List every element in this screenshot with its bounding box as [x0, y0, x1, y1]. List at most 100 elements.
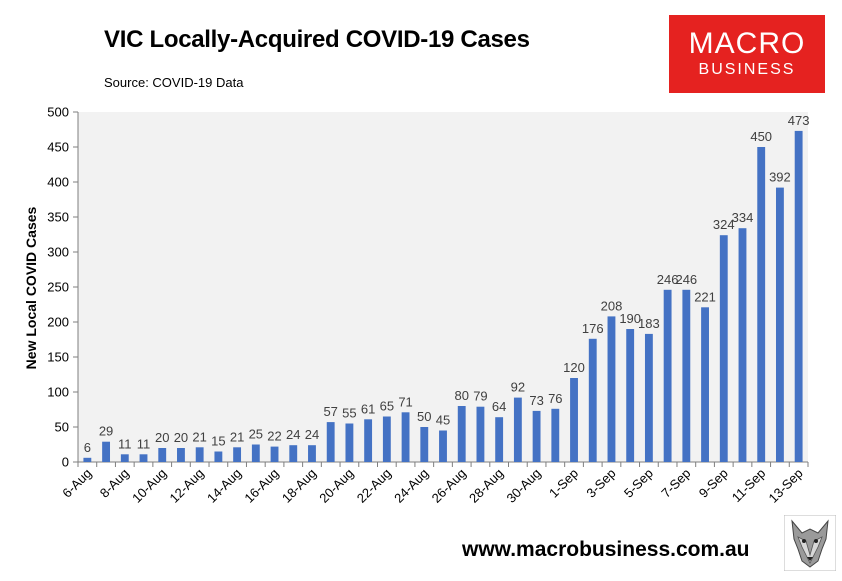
data-label: 73 [529, 393, 543, 408]
data-label: 79 [473, 389, 487, 404]
bar [345, 423, 354, 462]
bar [401, 412, 410, 462]
bar [663, 289, 672, 462]
y-tick-label: 150 [47, 350, 69, 365]
x-tick-label: 24-Aug [391, 466, 431, 506]
bar [364, 419, 373, 462]
x-tick-label: 11-Sep [729, 466, 769, 506]
data-label: 20 [174, 430, 188, 445]
y-tick-label: 350 [47, 210, 69, 225]
x-tick-label: 30-Aug [503, 466, 543, 506]
bar [513, 397, 522, 462]
data-label: 450 [750, 129, 772, 144]
chart-source: Source: COVID-19 Data [104, 75, 244, 90]
bar [607, 316, 616, 462]
logo-line-1: MACRO [688, 27, 806, 60]
data-label: 21 [230, 429, 244, 444]
data-label: 176 [582, 321, 604, 336]
bar [794, 130, 803, 462]
data-label: 50 [417, 409, 431, 424]
data-label: 473 [788, 113, 810, 128]
x-tick-label: 28-Aug [466, 466, 506, 506]
x-tick-label: 20-Aug [316, 466, 356, 506]
bar [738, 228, 747, 462]
y-tick-label: 200 [47, 315, 69, 330]
bar [177, 448, 185, 462]
y-tick-label: 0 [62, 455, 69, 470]
data-label: 120 [563, 360, 585, 375]
data-label: 80 [454, 388, 468, 403]
data-label: 324 [713, 217, 735, 232]
bar [289, 445, 298, 462]
bar [757, 147, 766, 462]
y-tick-label: 400 [47, 175, 69, 190]
bar [139, 454, 148, 462]
data-label: 392 [769, 170, 791, 185]
bar [420, 427, 429, 462]
x-tick-label: 5-Sep [621, 466, 656, 501]
bar [233, 447, 242, 462]
bar [532, 410, 541, 462]
bar [195, 447, 204, 462]
data-label: 45 [436, 413, 450, 428]
y-tick-label: 100 [47, 385, 69, 400]
y-tick-label: 450 [47, 140, 69, 155]
bar [270, 446, 279, 462]
bar [382, 416, 391, 462]
data-label: 190 [619, 311, 641, 326]
bar [570, 378, 578, 462]
chart-title: VIC Locally-Acquired COVID-19 Cases [104, 26, 530, 53]
data-label: 24 [286, 427, 300, 442]
x-tick-label: 12-Aug [167, 466, 207, 506]
data-label: 6 [84, 440, 91, 455]
x-tick-label: 26-Aug [429, 466, 469, 506]
data-label: 11 [118, 436, 132, 451]
data-label: 21 [192, 429, 206, 444]
data-label: 22 [267, 429, 281, 444]
x-tick-label: 10-Aug [129, 466, 169, 506]
data-label: 24 [305, 427, 319, 442]
bar [326, 422, 335, 462]
data-label: 246 [675, 272, 697, 287]
y-tick-label: 300 [47, 245, 69, 260]
bar [457, 406, 466, 462]
bar [495, 417, 504, 462]
x-tick-label: 6-Aug [59, 466, 94, 501]
bar [83, 457, 92, 462]
bar [551, 408, 560, 462]
data-label: 55 [342, 406, 356, 421]
bar [719, 235, 728, 462]
data-label: 64 [492, 399, 506, 414]
bar [682, 289, 691, 462]
data-label: 92 [511, 380, 525, 395]
bar [251, 444, 260, 462]
x-tick-label: 9-Sep [696, 466, 731, 501]
bar [775, 187, 784, 462]
data-label: 71 [398, 394, 412, 409]
website-link[interactable]: www.macrobusiness.com.au [462, 538, 750, 561]
x-tick-label: 18-Aug [279, 466, 319, 506]
x-tick-label: 14-Aug [204, 466, 244, 506]
bar [308, 445, 316, 462]
x-tick-label: 13-Sep [766, 466, 806, 506]
x-tick-label: 16-Aug [241, 466, 281, 506]
bar [701, 307, 709, 462]
bar [644, 333, 653, 462]
bar [439, 430, 447, 462]
macrobusiness-logo[interactable]: MACRO BUSINESS [669, 15, 825, 93]
bar [120, 454, 129, 462]
x-tick-label: 8-Aug [97, 466, 132, 501]
data-label: 29 [99, 424, 113, 439]
data-label: 334 [732, 210, 754, 225]
data-label: 25 [249, 427, 263, 442]
data-label: 61 [361, 401, 375, 416]
bar [102, 441, 111, 462]
x-tick-label: 3-Sep [583, 466, 618, 501]
data-label: 65 [380, 399, 394, 414]
data-label: 221 [694, 289, 716, 304]
x-tick-label: 7-Sep [658, 466, 693, 501]
x-tick-label: 22-Aug [354, 466, 394, 506]
data-label: 15 [211, 434, 225, 449]
data-label: 57 [323, 404, 337, 419]
